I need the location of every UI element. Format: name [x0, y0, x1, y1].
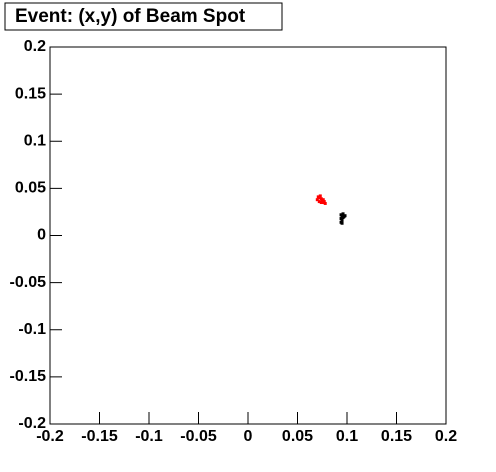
- x-tick-label: 0.15: [381, 428, 412, 445]
- x-tick-label: -0.2: [36, 428, 64, 445]
- point: [341, 216, 345, 220]
- y-tick-label: -0.2: [18, 415, 46, 432]
- point: [339, 213, 343, 217]
- x-tick-label: 0.05: [282, 428, 313, 445]
- chart-title: Event: (x,y) of Beam Spot: [15, 6, 246, 27]
- point: [317, 196, 321, 200]
- point: [341, 212, 345, 216]
- y-tick-label: 0: [37, 227, 46, 244]
- point: [323, 201, 327, 205]
- point: [317, 200, 321, 204]
- y-tick-label: 0.2: [24, 38, 46, 55]
- point: [340, 218, 344, 222]
- y-tick-label: -0.1: [18, 321, 46, 338]
- y-tick-label: 0.1: [24, 132, 46, 149]
- point: [315, 198, 319, 202]
- y-tick-label: 0.15: [15, 85, 46, 102]
- x-tick-label: -0.15: [81, 428, 118, 445]
- point: [343, 214, 347, 218]
- point: [339, 217, 343, 221]
- point: [319, 197, 323, 201]
- x-tick-label: 0.2: [435, 428, 457, 445]
- x-tick-label: 0: [244, 428, 253, 445]
- plot-frame: [49, 46, 447, 425]
- x-tick-label: 0.1: [336, 428, 358, 445]
- point: [340, 221, 344, 225]
- y-tick-label: -0.15: [10, 368, 47, 385]
- point: [319, 201, 323, 205]
- point: [321, 198, 325, 202]
- y-tick-label: 0.05: [15, 180, 46, 197]
- x-tick-label: -0.05: [180, 428, 217, 445]
- title-box: [4, 2, 283, 31]
- y-tick-label: -0.05: [10, 274, 47, 291]
- x-tick-label: -0.1: [135, 428, 163, 445]
- point: [318, 194, 322, 198]
- point: [322, 200, 326, 204]
